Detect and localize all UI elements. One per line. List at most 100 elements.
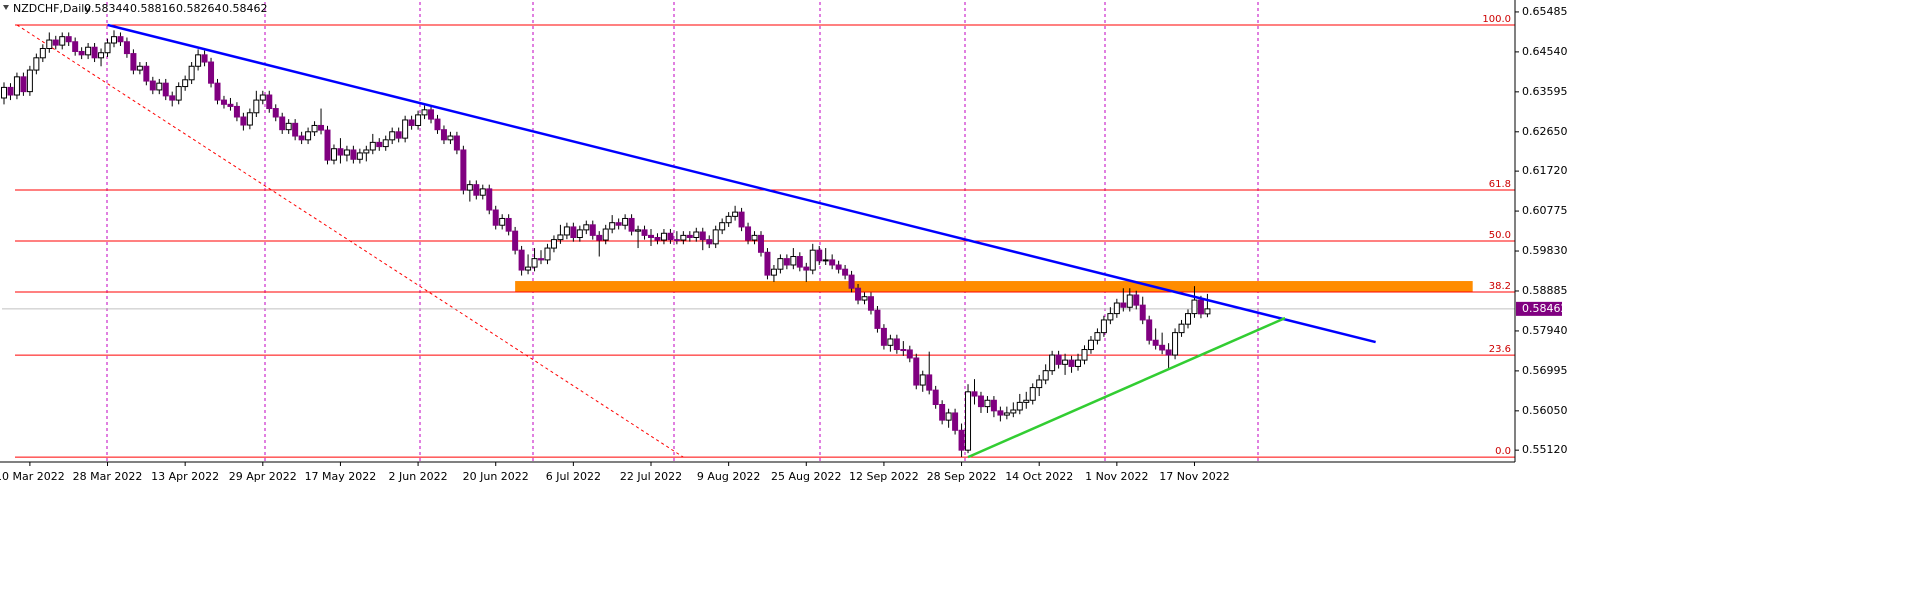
candle-body	[104, 42, 111, 54]
candle-body	[175, 86, 182, 101]
candle-body	[492, 209, 499, 226]
x-tick-label: 20 Jun 2022	[463, 470, 529, 483]
candle-body	[1023, 399, 1030, 403]
candle-body	[259, 94, 266, 101]
x-tick-label: 6 Jul 2022	[546, 470, 601, 483]
candle-body	[544, 247, 551, 261]
header-high: 0.58816	[130, 2, 176, 15]
candle-body	[1159, 344, 1166, 351]
candle-body	[829, 259, 836, 266]
candle-body	[512, 230, 519, 251]
candle-body	[182, 79, 189, 88]
candle-body	[110, 36, 117, 44]
candle-body	[1146, 319, 1153, 341]
candle-body	[466, 184, 473, 191]
candle-body	[1068, 359, 1075, 367]
candle-body	[939, 404, 946, 421]
candle-body	[428, 109, 435, 120]
candle-body	[622, 217, 629, 226]
fib-level-label: 23.6	[1489, 344, 1511, 355]
candle-body	[1003, 412, 1010, 416]
x-tick-label: 17 May 2022	[305, 470, 377, 483]
candle-body	[1139, 304, 1146, 321]
header-open: 0.58344	[84, 2, 130, 15]
candle-body	[376, 141, 383, 148]
candle-body	[867, 296, 874, 311]
candle-body	[783, 258, 790, 266]
candle-body	[1042, 370, 1049, 381]
candle-body	[188, 65, 195, 81]
candle-body	[842, 268, 849, 276]
y-tick-label: 0.58885	[1522, 284, 1568, 297]
candle-body	[880, 327, 887, 346]
candle-body	[965, 391, 972, 451]
candle-body	[156, 82, 163, 91]
candle-body	[408, 119, 415, 126]
candle-body	[777, 258, 784, 270]
candle-body	[363, 149, 370, 154]
fib-level-label: 61.8	[1489, 179, 1511, 190]
fib-trend-line	[16, 24, 684, 458]
candle-body	[311, 124, 318, 133]
candle-body	[350, 149, 357, 160]
candle-body	[531, 258, 538, 268]
support-zone	[515, 281, 1473, 293]
candle-body	[977, 395, 984, 408]
candle-body	[990, 399, 997, 412]
candle-body	[169, 95, 176, 101]
y-tick-label: 0.57940	[1522, 324, 1568, 337]
candle-body	[1133, 294, 1140, 306]
candle-body	[1107, 313, 1114, 321]
candle-body	[369, 141, 376, 151]
candle-body	[39, 48, 46, 59]
candle-body	[330, 148, 337, 161]
candle-body	[796, 256, 803, 268]
candle-body	[518, 249, 525, 271]
candle-body	[1049, 354, 1056, 372]
candle-body	[85, 46, 92, 56]
candle-body	[1197, 299, 1204, 315]
candle-body	[149, 80, 156, 91]
candle-body	[343, 149, 350, 156]
fib-level-label: 50.0	[1489, 230, 1511, 241]
x-tick-label: 28 Sep 2022	[927, 470, 997, 483]
candle-body	[945, 412, 952, 421]
candle-body	[130, 53, 137, 71]
candle-body	[835, 264, 842, 270]
y-tick-label: 0.59830	[1522, 244, 1568, 257]
candle-body	[1087, 339, 1094, 351]
candle-body	[246, 112, 253, 126]
candle-body	[337, 148, 344, 156]
symbol-label: NZDCHF,Daily	[13, 2, 91, 15]
y-tick-label: 0.64540	[1522, 45, 1568, 58]
candle-body	[609, 222, 616, 230]
y-tick-label: 0.65485	[1522, 5, 1568, 18]
x-tick-label: 17 Nov 2022	[1159, 470, 1229, 483]
candle-body	[1, 86, 7, 99]
candle-body	[440, 129, 447, 141]
candle-body	[208, 61, 215, 84]
y-tick-label: 0.63595	[1522, 85, 1568, 98]
candle-body	[1185, 313, 1192, 325]
candle-body	[926, 374, 933, 391]
header-low: 0.58264	[176, 2, 222, 15]
candle-body	[615, 222, 622, 226]
trend-line	[967, 316, 1286, 459]
fib-level-label: 0.0	[1495, 446, 1511, 457]
x-tick-label: 10 Mar 2022	[0, 470, 65, 483]
candle-body	[725, 215, 732, 224]
candle-body	[525, 266, 532, 271]
candle-body	[822, 259, 829, 262]
candle-body	[596, 234, 603, 241]
candle-body	[214, 82, 221, 101]
candle-body	[123, 41, 130, 55]
candle-body	[803, 266, 810, 271]
candle-body	[266, 94, 273, 110]
candle-body	[240, 116, 247, 126]
candle-body	[46, 39, 53, 50]
candle-body	[52, 39, 59, 46]
header-close: 0.58462	[222, 2, 268, 15]
candle-body	[602, 228, 609, 241]
candle-body	[583, 224, 590, 231]
